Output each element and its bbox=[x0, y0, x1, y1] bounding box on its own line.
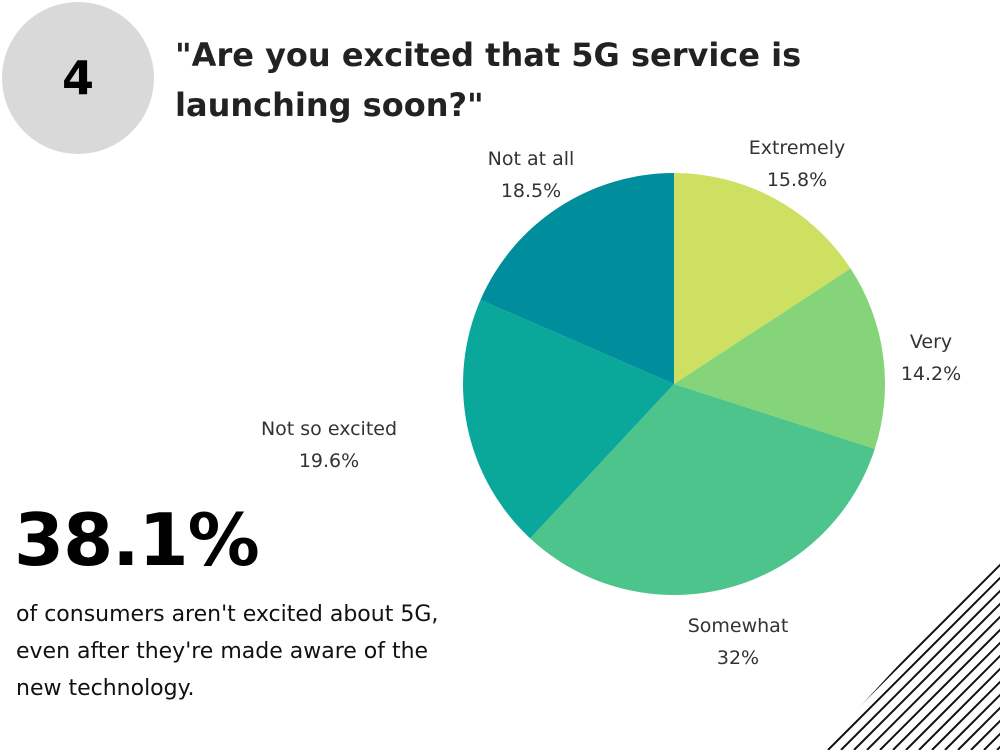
question-number-badge: 4 bbox=[2, 2, 154, 154]
slice-label-somewhat: Somewhat bbox=[688, 615, 789, 637]
slice-label-extremely: Extremely bbox=[749, 137, 846, 159]
headline-stat: 38.1% bbox=[14, 498, 260, 582]
pie-slice-not-at-all bbox=[480, 173, 674, 384]
slice-label-very: Very bbox=[910, 331, 952, 353]
decorative-hatch-pattern bbox=[820, 555, 1000, 750]
headline-stat-description: of consumers aren't excited about 5G, ev… bbox=[16, 602, 439, 701]
pie-slice-somewhat bbox=[530, 384, 875, 596]
slice-label-not-so-excited: Not so excited bbox=[261, 418, 397, 440]
question-number: 4 bbox=[61, 51, 94, 105]
slice-value-not-at-all: 18.5% bbox=[501, 180, 561, 202]
slice-value-somewhat: 32% bbox=[717, 647, 759, 669]
question-title: "Are you excited that 5G service is laun… bbox=[175, 36, 802, 124]
slice-value-extremely: 15.8% bbox=[767, 169, 827, 191]
pie-slice-not-so-excited bbox=[463, 299, 674, 539]
pie-slice-very bbox=[674, 268, 885, 449]
slice-label-not-at-all: Not at all bbox=[488, 148, 575, 170]
pie-slice-extremely bbox=[674, 173, 851, 384]
slice-value-very: 14.2% bbox=[901, 363, 961, 385]
slice-value-not-so-excited: 19.6% bbox=[299, 450, 359, 472]
